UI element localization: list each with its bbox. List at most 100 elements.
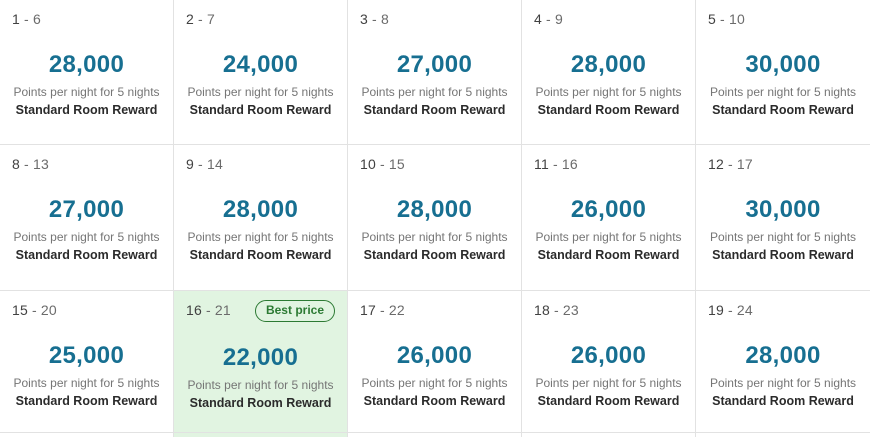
cell-header: 4- 9 Best price [534, 9, 683, 29]
date-range-end: - 15 [379, 156, 405, 172]
date-range-end: - 22 [379, 302, 405, 318]
calendar-cell[interactable]: 15- 20 Best price 25,000 Points per nigh… [0, 291, 174, 433]
calendar-cell[interactable]: 12- 17 Best price 30,000 Points per nigh… [696, 145, 870, 291]
date-range-start: 19 [708, 302, 724, 318]
date-range-end: - 23 [553, 302, 579, 318]
date-range: 18- 23 [534, 300, 579, 318]
points-caption: Points per night for 5 nights [13, 230, 160, 244]
points-caption: Points per night for 5 nights [187, 85, 334, 99]
date-range-start: 5 [708, 11, 716, 27]
date-range-start: 15 [12, 302, 28, 318]
date-range-end: - 7 [198, 11, 215, 27]
cell-header: 19- 24 Best price [708, 300, 858, 320]
room-type: Standard Room Reward [712, 394, 854, 408]
date-range-end: - 17 [727, 156, 753, 172]
points-caption: Points per night for 5 nights [187, 378, 334, 393]
points-value: 27,000 [396, 51, 473, 78]
points-caption: Points per night for 5 nights [13, 376, 160, 390]
calendar-cell[interactable]: 9- 14 Best price 28,000 Points per night… [174, 145, 348, 291]
calendar-cell[interactable]: 3- 8 Best price 27,000 Points per night … [348, 0, 522, 145]
points-value: 22,000 [222, 344, 299, 372]
room-type: Standard Room Reward [15, 248, 158, 262]
date-range-start: 16 [186, 302, 202, 318]
date-range-start: 2 [186, 11, 194, 27]
date-range: 9- 14 [186, 154, 223, 172]
calendar-cell[interactable]: 19- 24 Best price 28,000 Points per nigh… [696, 291, 870, 433]
points-value: 28,000 [48, 51, 125, 78]
points-caption: Points per night for 5 nights [709, 85, 857, 99]
calendar-cell[interactable]: 17- 22 Best price 26,000 Points per nigh… [348, 291, 522, 433]
date-range-end: - 6 [24, 11, 41, 27]
date-range-end: - 21 [205, 302, 231, 318]
calendar-cell[interactable]: 18- 23 Best price 26,000 Points per nigh… [522, 291, 696, 433]
date-range: 11- 16 [534, 154, 578, 172]
date-range-start: 18 [534, 302, 550, 318]
points-caption: Points per night for 5 nights [535, 376, 682, 390]
date-range-end: - 14 [198, 156, 223, 172]
date-range-start: 9 [186, 156, 194, 172]
points-caption: Points per night for 5 nights [361, 376, 508, 390]
room-type: Standard Room Reward [363, 103, 506, 117]
cell-header: 8- 13 Best price [12, 154, 161, 174]
cell-header: 16- 21 Best price [186, 300, 335, 323]
points-caption: Points per night for 5 nights [535, 230, 682, 244]
room-type: Standard Room Reward [537, 248, 680, 262]
date-range: 16- 21 [186, 300, 231, 318]
calendar-cell[interactable]: 4- 9 Best price 28,000 Points per night … [522, 0, 696, 145]
points-caption: Points per night for 5 nights [361, 230, 508, 244]
calendar-cell[interactable]: 5- 10 Best price 30,000 Points per night… [696, 0, 870, 145]
date-range: 1- 6 [12, 9, 41, 27]
points-value: 30,000 [745, 196, 821, 223]
date-range: 4- 9 [534, 9, 563, 27]
points-caption: Points per night for 5 nights [13, 85, 160, 99]
date-range: 15- 20 [12, 300, 57, 318]
date-range: 8- 13 [12, 154, 49, 172]
date-range-end: - 24 [727, 302, 753, 318]
calendar-cell[interactable]: 2- 7 Best price 24,000 Points per night … [174, 0, 348, 145]
next-row-sliver [0, 433, 174, 437]
cell-header: 15- 20 Best price [12, 300, 161, 320]
date-range-start: 17 [360, 302, 376, 318]
room-type: Standard Room Reward [537, 394, 680, 408]
points-value: 28,000 [745, 342, 821, 369]
date-range-start: 11 [534, 156, 549, 172]
points-caption: Points per night for 5 nights [361, 85, 508, 99]
cell-header: 1- 6 Best price [12, 9, 161, 29]
points-value: 30,000 [745, 51, 821, 78]
room-type: Standard Room Reward [712, 248, 854, 262]
date-range-end: - 16 [552, 156, 578, 172]
next-row-sliver [696, 433, 870, 437]
calendar-cell[interactable]: 1- 6 Best price 28,000 Points per night … [0, 0, 174, 145]
date-range-start: 3 [360, 11, 368, 27]
points-value: 27,000 [48, 196, 125, 223]
points-value: 24,000 [222, 51, 299, 78]
date-range-start: 8 [12, 156, 20, 172]
points-value: 26,000 [570, 342, 647, 369]
cell-header: 2- 7 Best price [186, 9, 335, 29]
points-value: 26,000 [570, 196, 647, 223]
cell-header: 3- 8 Best price [360, 9, 509, 29]
date-range-end: - 13 [24, 156, 49, 172]
date-range: 2- 7 [186, 9, 215, 27]
calendar-cell[interactable]: 8- 13 Best price 27,000 Points per night… [0, 145, 174, 291]
room-type: Standard Room Reward [363, 248, 506, 262]
points-caption: Points per night for 5 nights [187, 230, 334, 244]
cell-header: 11- 16 Best price [534, 154, 683, 174]
room-type: Standard Room Reward [189, 103, 332, 117]
date-range: 17- 22 [360, 300, 405, 318]
cell-header: 5- 10 Best price [708, 9, 858, 29]
points-caption: Points per night for 5 nights [535, 85, 682, 99]
date-range-end: - 9 [546, 11, 563, 27]
points-value: 28,000 [396, 196, 473, 223]
date-range: 12- 17 [708, 154, 753, 172]
room-type: Standard Room Reward [363, 394, 506, 408]
calendar-cell[interactable]: 11- 16 Best price 26,000 Points per nigh… [522, 145, 696, 291]
date-range-start: 4 [534, 11, 542, 27]
calendar-cell[interactable]: 16- 21 Best price 22,000 Points per nigh… [174, 291, 348, 433]
room-type: Standard Room Reward [15, 394, 158, 408]
calendar-cell[interactable]: 10- 15 Best price 28,000 Points per nigh… [348, 145, 522, 291]
room-type: Standard Room Reward [15, 103, 158, 117]
date-range-end: - 20 [31, 302, 57, 318]
date-range: 19- 24 [708, 300, 753, 318]
